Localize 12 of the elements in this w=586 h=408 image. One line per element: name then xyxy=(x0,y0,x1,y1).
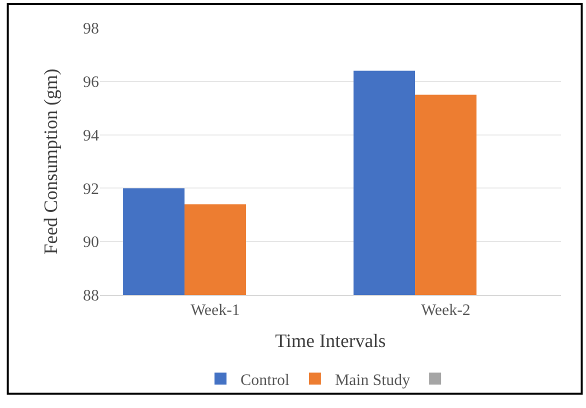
legend-label: Main Study xyxy=(334,372,410,389)
legend-label: Control xyxy=(240,372,290,389)
y-tick-label: 96 xyxy=(83,74,99,91)
y-tick-label: 98 xyxy=(83,20,99,38)
y-tick-label: 92 xyxy=(83,180,99,198)
y-tick-label: 94 xyxy=(83,127,99,144)
y-tick-label: 90 xyxy=(83,234,99,252)
x-axis-title: Time Intervals xyxy=(275,331,386,352)
x-tick-label: Week-2 xyxy=(421,302,470,320)
y-tick-label: 88 xyxy=(83,288,99,305)
x-tick-label: Week-1 xyxy=(190,302,240,320)
y-axis-title: Feed Consumption (gm) xyxy=(40,68,62,254)
